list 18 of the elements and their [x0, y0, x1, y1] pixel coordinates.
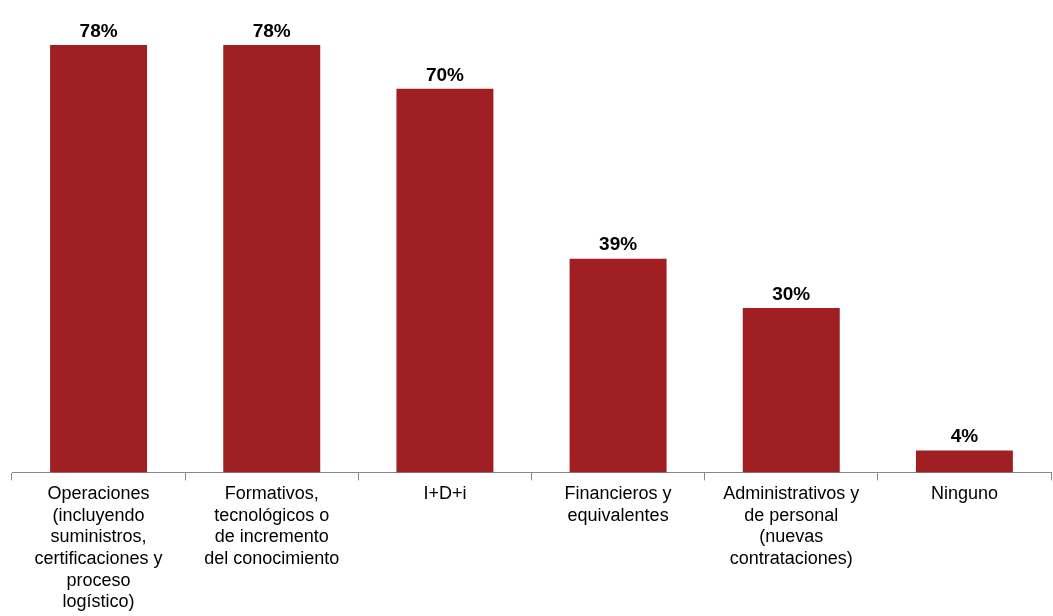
data-label: 70%: [425, 63, 465, 85]
x-tick-label: Administrativos y de personal (nuevas contrataciones): [723, 483, 860, 568]
x-tick-label: Ninguno: [930, 483, 998, 504]
bar: [742, 308, 840, 473]
data-label: 39%: [599, 233, 638, 255]
x-tick-label: I+D+i: [423, 483, 467, 504]
bar: [915, 450, 1013, 473]
x-tick-label: Formativos, tecnológicos o de incremento del conocimiento: [204, 483, 340, 568]
data-label: 78%: [252, 19, 291, 41]
bar: [569, 258, 667, 473]
data-label: 4%: [950, 425, 979, 447]
x-tick-label: Operaciones (incluyendo suministros, certificaciones y proceso logístico): [34, 483, 163, 612]
data-label: 78%: [79, 19, 118, 41]
bar: [50, 44, 148, 473]
bar: [396, 88, 494, 473]
bar: [223, 44, 321, 473]
data-label: 30%: [772, 282, 811, 304]
x-tick-label: Financieros y equivalentes: [564, 483, 672, 525]
